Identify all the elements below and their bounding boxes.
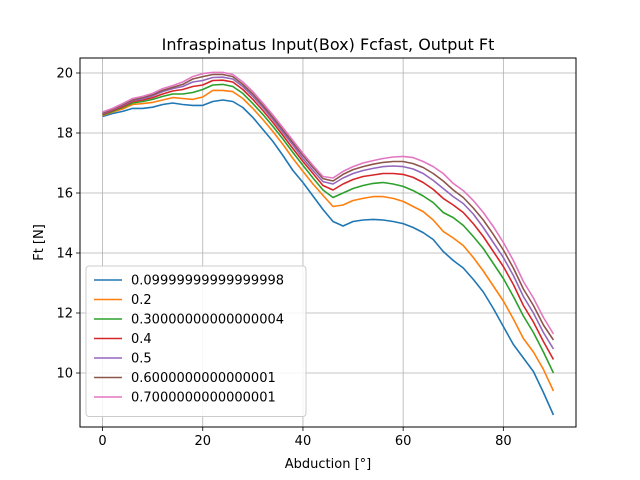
grid <box>80 58 576 427</box>
y-axis: 10 12 14 16 18 20 <box>56 67 80 382</box>
series-line <box>102 89 555 392</box>
legend-label: 0.5 <box>131 352 152 367</box>
series-line <box>102 83 555 374</box>
series-line <box>102 76 555 350</box>
x-tick-label: 20 <box>194 434 211 449</box>
series-line <box>102 79 555 360</box>
x-axis-label: Abduction [°] <box>285 457 371 472</box>
legend-label: 0.6000000000000001 <box>131 371 276 386</box>
legend-label: 0.09999999999999998 <box>131 274 284 289</box>
series-lines <box>102 71 555 416</box>
x-tick-label: 60 <box>395 434 412 449</box>
legend-box <box>85 265 307 417</box>
x-tick-label: 0 <box>98 434 106 449</box>
x-tick-label: 80 <box>495 434 512 449</box>
x-axis: 0 20 40 60 80 <box>98 427 512 449</box>
x-tick-label: 40 <box>295 434 312 449</box>
legend-label: 0.2 <box>131 293 152 308</box>
legend-label: 0.30000000000000004 <box>131 313 284 328</box>
legend-label: 0.7000000000000001 <box>131 391 276 406</box>
series-line <box>102 99 555 416</box>
legend: 0.09999999999999998 0.2 0.3000000000000000… <box>85 265 307 417</box>
chart-title: Infraspinatus Input(Box) Fcfast, Output … <box>162 35 495 54</box>
y-tick-label: 10 <box>56 367 73 382</box>
y-tick-label: 12 <box>56 307 73 322</box>
y-tick-label: 20 <box>56 67 73 82</box>
series-line <box>102 73 555 341</box>
y-tick-label: 16 <box>56 187 73 202</box>
series-line <box>102 71 555 335</box>
y-axis-label: Ft [N] <box>32 224 47 261</box>
y-tick-label: 18 <box>56 127 73 142</box>
plot-frame <box>79 57 577 428</box>
y-tick-label: 14 <box>56 247 73 262</box>
legend-label: 0.4 <box>131 332 152 347</box>
